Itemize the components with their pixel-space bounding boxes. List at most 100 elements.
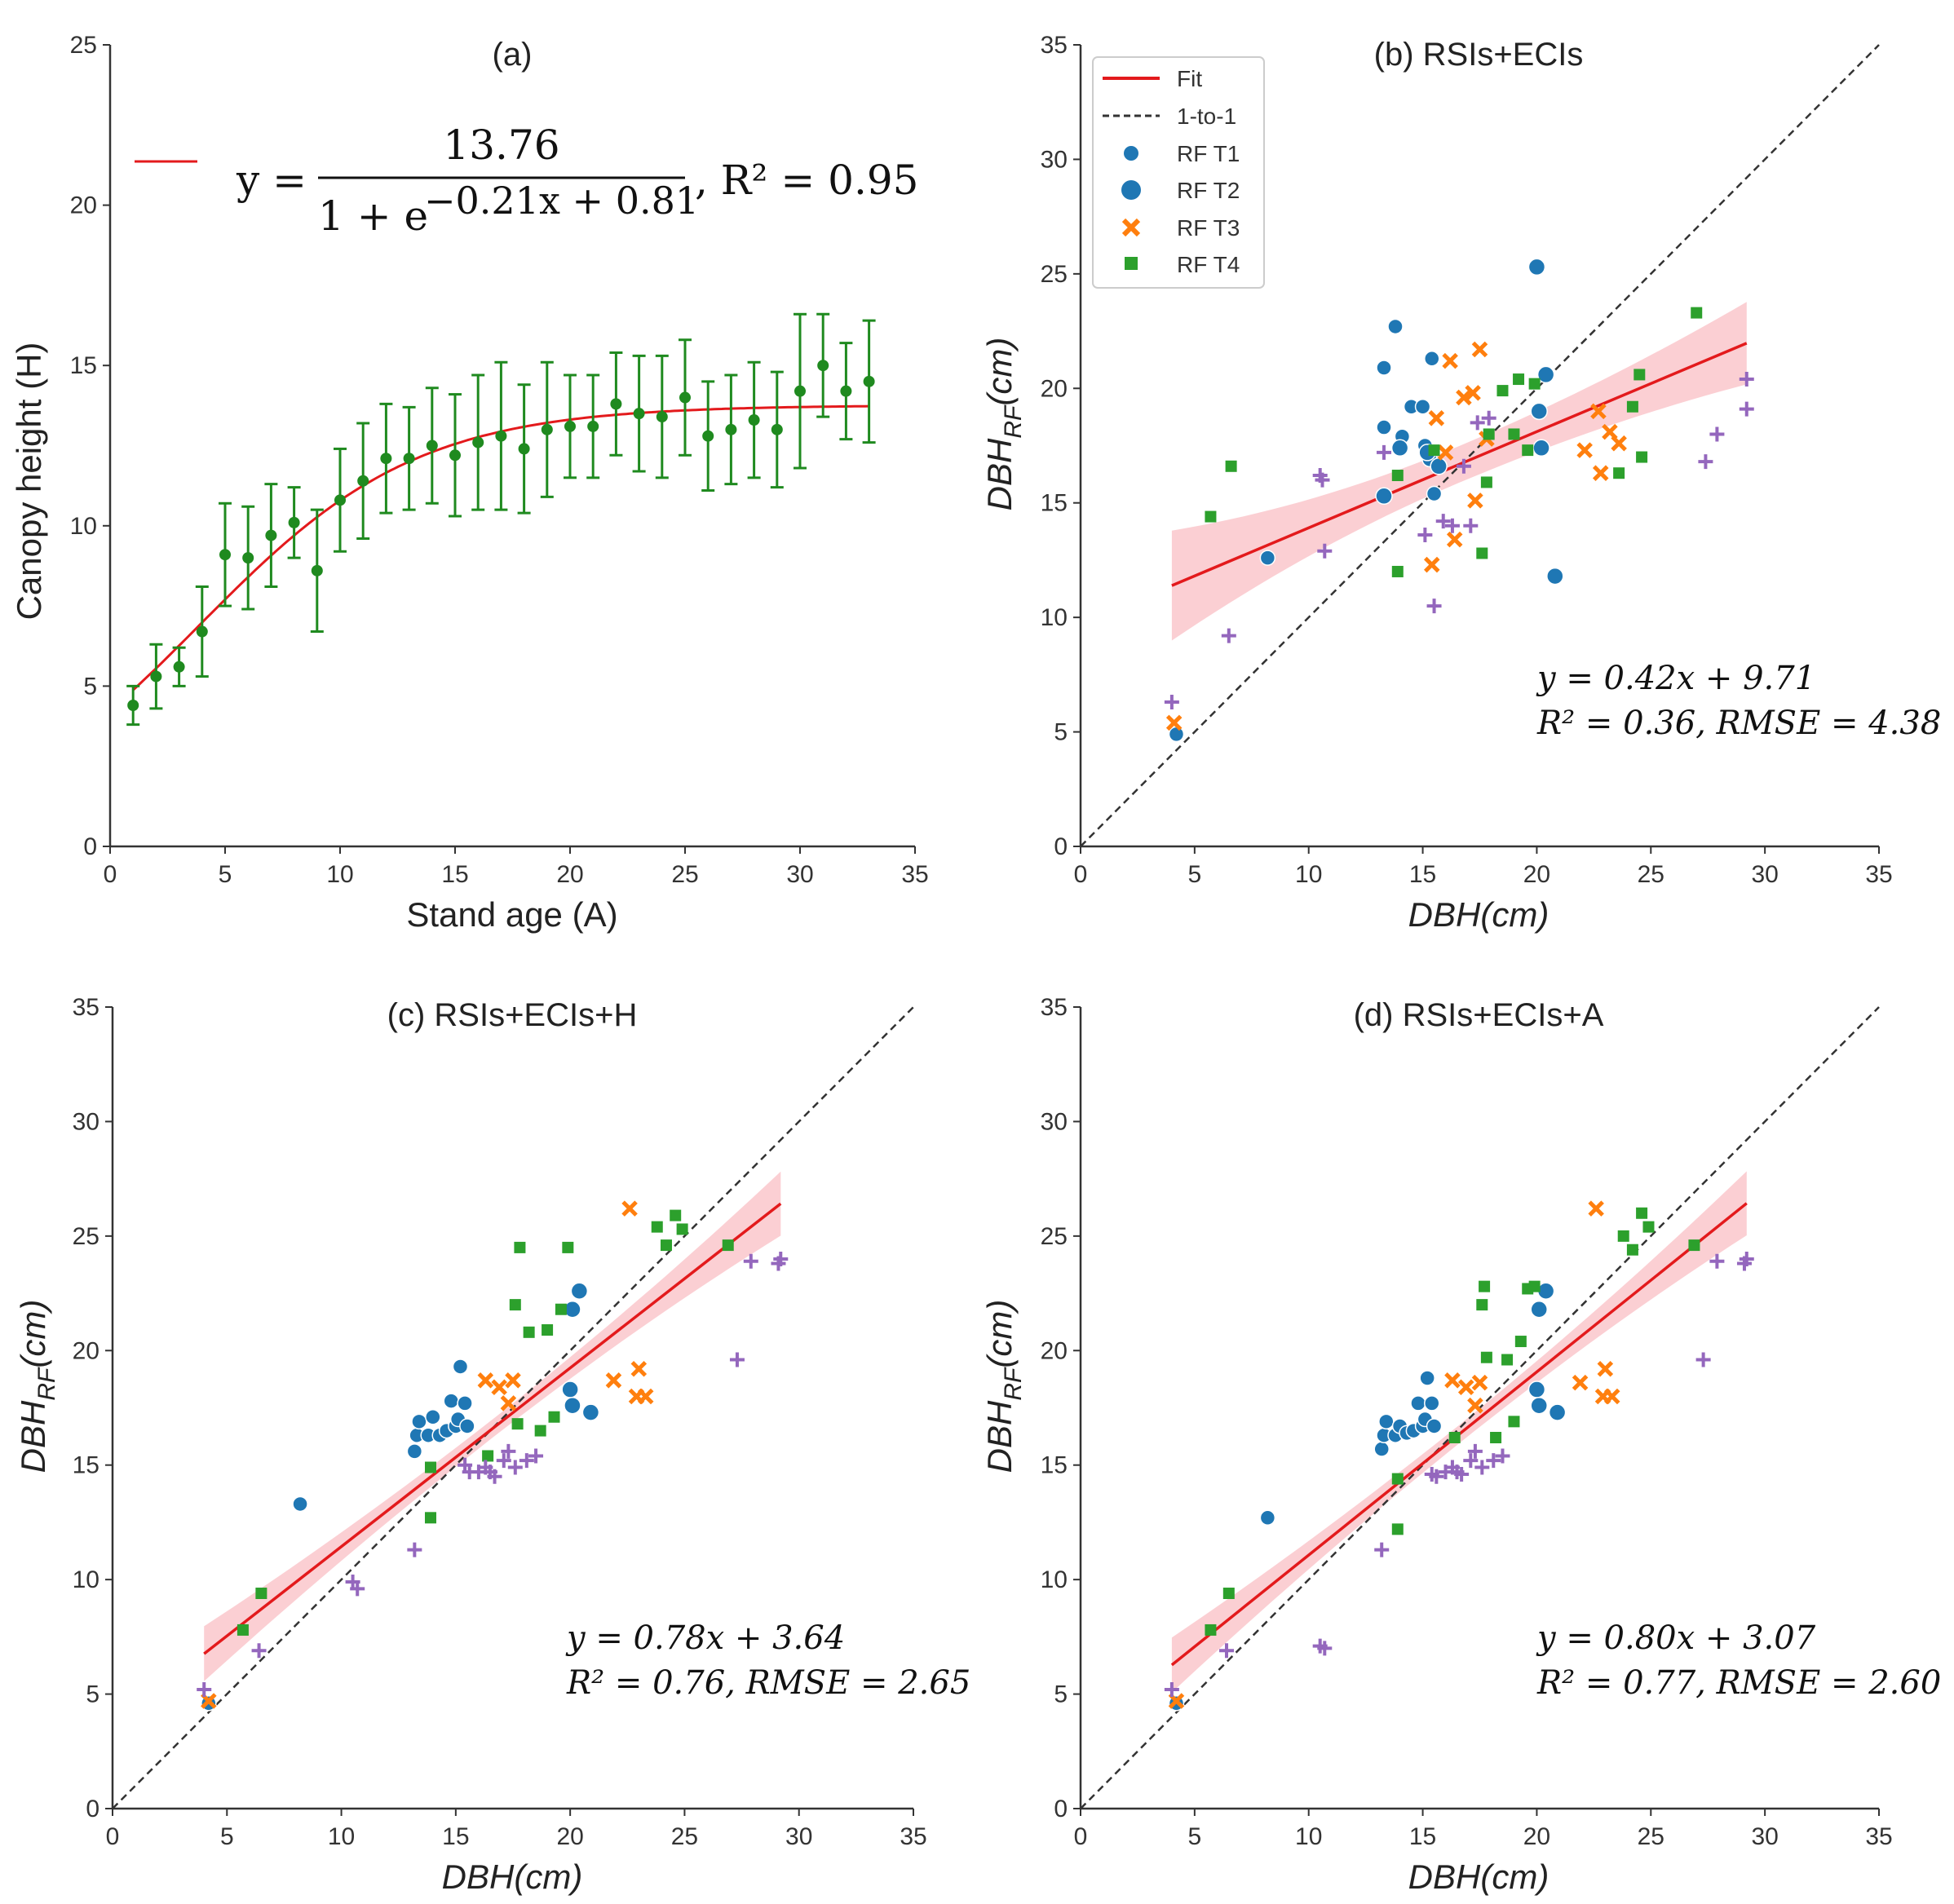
panel-a-y-tick-label: 5: [83, 673, 97, 700]
panel-b-rf-t3-point: [1611, 435, 1627, 452]
panel-a: (a) Stand age (A) Canopy height (H) y = …: [10, 32, 929, 934]
panel-d-rf-t2-point: [1548, 1403, 1567, 1421]
panel-c-y-tick-label: 25: [73, 1223, 99, 1250]
panel-c-rf-t4-point: [555, 1303, 567, 1315]
legend-t2-marker: [1121, 180, 1141, 200]
panel-b-rf-t4-point: [1480, 476, 1492, 488]
panel-b-rf-t2-point: [1530, 402, 1548, 421]
panel-d-t5-point: [1709, 1253, 1725, 1269]
panel-c-x-tick-label: 30: [785, 1823, 812, 1850]
panel-a-ylabel: Canopy height (H): [10, 342, 48, 621]
panel-a-data-point: [403, 453, 415, 465]
panel-d-rf-t4-point: [1636, 1207, 1648, 1219]
panel-d-rf-t4-point: [1448, 1432, 1461, 1444]
panel-d-xlabel: DBH(cm): [1408, 1858, 1549, 1896]
panel-b-rf-t4-point: [1483, 428, 1495, 440]
panel-a-eq-lhs: y =: [236, 157, 307, 204]
panel-c-rf-t1-point: [452, 1358, 469, 1375]
panel-d-rf-t3-point: [1572, 1374, 1589, 1391]
panel-c-rf-t4-point: [424, 1512, 436, 1524]
panel-b-rf-t1-point: [1424, 351, 1440, 367]
panel-d-rf-t4-point: [1222, 1587, 1235, 1599]
panel-b-t5-point: [1164, 695, 1179, 710]
panel-d-confidence-band: [1171, 1171, 1747, 1693]
panel-c-rf-t2-point: [570, 1282, 589, 1301]
panel-c-rf-t1-point: [457, 1395, 473, 1411]
panel-b-t5-point: [1377, 444, 1392, 460]
panel-c-x-tick-label: 5: [220, 1823, 234, 1850]
panel-b-rf-t3-point: [1456, 389, 1472, 406]
panel-c-rf-t4-point: [509, 1299, 521, 1311]
panel-c-rf-t2-point: [561, 1381, 579, 1398]
panel-c-y-tick-label: 5: [86, 1681, 99, 1708]
panel-a-data-point: [311, 564, 323, 577]
panel-a-x-tick-label: 5: [219, 861, 232, 888]
panel-a-x-tick-label: 15: [441, 861, 468, 888]
panel-d-x-tick-label: 25: [1638, 1823, 1664, 1850]
panel-a-data-point: [541, 423, 553, 435]
panel-d-rf-t4-point: [1514, 1336, 1527, 1348]
panel-c-t5-point: [773, 1251, 789, 1266]
panel-d-x-tick-label: 15: [1409, 1823, 1436, 1850]
panel-b-rf-t4-point: [1528, 378, 1541, 390]
panel-c-rf-t3-point: [491, 1379, 507, 1395]
legend-t3-label: RF T3: [1177, 215, 1240, 241]
panel-b-y-tick-label: 0: [1054, 833, 1068, 860]
panel-b-rf-t4-point: [1633, 369, 1646, 381]
panel-a-data-point: [334, 494, 346, 506]
panel-a-y-tick-label: 25: [70, 32, 97, 59]
panel-d-rf-t4-point: [1528, 1280, 1541, 1292]
panel-b-x-tick-label: 0: [1074, 861, 1088, 888]
panel-c-rf-t4-point: [514, 1241, 526, 1253]
panel-b-t5-point: [1463, 518, 1479, 533]
panel-c-rf-t4-point: [482, 1450, 494, 1462]
panel-b-x-tick-label: 20: [1523, 861, 1550, 888]
panel-a-data-point: [610, 398, 622, 410]
panel-d-rf-t1-point: [1378, 1413, 1395, 1430]
panel-c-fit-line: [203, 1202, 782, 1655]
panel-d-t5-point: [1374, 1542, 1390, 1557]
plot-a: 0 5 10 15 20 25 30 35 0 5 10 15 20 25: [70, 32, 929, 888]
panel-a-data-point: [564, 420, 576, 432]
panel-a-data-point: [357, 475, 369, 487]
legend-fit-label: Fit: [1177, 66, 1202, 91]
panel-b-rf-t4-point: [1428, 444, 1440, 457]
panel-d-rf-t4-point: [1391, 1473, 1404, 1485]
panel-a-data-point: [656, 411, 668, 423]
panel-c: (c) RSIs+ECIs+H DBH(cm) DBHRF(cm) y = 0.…: [14, 994, 970, 1896]
panel-a-y-tick-label: 0: [83, 833, 97, 860]
panel-b-t5-point: [1435, 514, 1451, 529]
panel-b-y-tick-label: 25: [1041, 261, 1068, 288]
panel-d-y-tick-label: 30: [1041, 1108, 1068, 1135]
panel-b-rf-t1-point: [1259, 550, 1276, 566]
panel-d-t5-point: [1739, 1251, 1754, 1266]
panel-b-t5-point: [1417, 528, 1433, 543]
panel-c-eq-line1: y = 0.78x + 3.64: [565, 1619, 845, 1657]
panel-c-y-tick-label: 0: [86, 1796, 99, 1822]
panel-d-rf-t4-point: [1617, 1230, 1629, 1242]
panel-b-rf-t2-point: [1546, 567, 1564, 585]
panel-b-t5-point: [1221, 628, 1236, 643]
panel-d-y-tick-label: 5: [1054, 1681, 1068, 1708]
panel-d-rf-t3-point: [1467, 1397, 1483, 1414]
panel-b-rf-t3-point: [1423, 556, 1440, 573]
panel-b-x-tick-label: 35: [1865, 861, 1892, 888]
panel-a-x-tick-label: 35: [901, 861, 928, 888]
panel-b-t5-point: [1709, 426, 1725, 442]
panel-d-t5-point: [1164, 1681, 1179, 1697]
panel-b-rf-t4-point: [1626, 400, 1638, 413]
panel-c-rf-t4-point: [255, 1587, 267, 1599]
panel-a-y-tick-label: 10: [70, 513, 97, 540]
panel-a-eq-exponent: −0.21x + 0.81: [424, 179, 699, 223]
panel-d-y-tick-label: 0: [1054, 1796, 1068, 1822]
panel-d-rf-t3-point: [1603, 1388, 1620, 1405]
panel-c-t5-point: [743, 1253, 758, 1269]
panel-a-data-point: [265, 529, 277, 541]
panel-d-eq-line2: R² = 0.77, RMSE = 2.60: [1536, 1664, 1941, 1702]
panel-c-rf-t4-point: [534, 1425, 546, 1437]
panel-a-data-point: [702, 430, 714, 442]
panel-c-t5-point: [501, 1443, 516, 1459]
panel-a-x-tick-label: 10: [326, 861, 353, 888]
panel-b-rf-t1-point: [1376, 419, 1392, 435]
panel-b-rf-t2-point: [1527, 258, 1546, 276]
